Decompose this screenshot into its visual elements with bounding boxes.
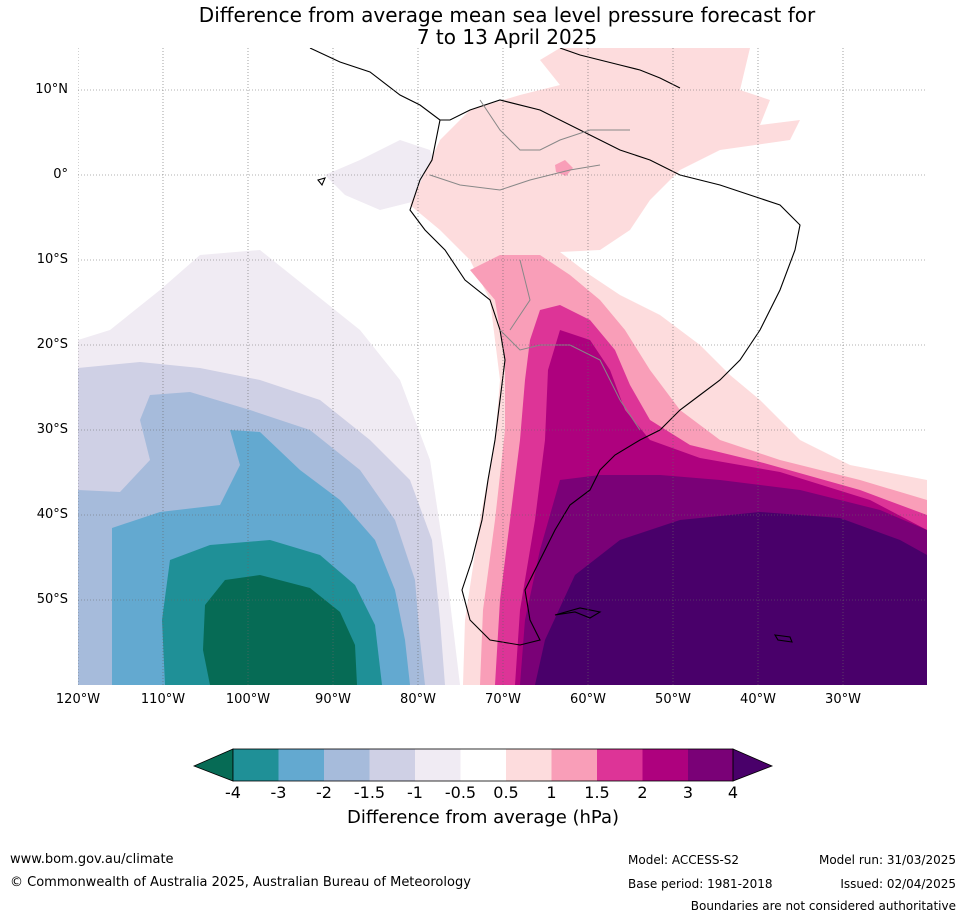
title-line-1: Difference from average mean sea level p… xyxy=(198,3,816,27)
colorbar-bin-9 xyxy=(597,749,643,781)
map-area xyxy=(78,48,927,685)
footer-model-run: Model run: 31/03/2025 xyxy=(818,853,956,867)
coastlines xyxy=(309,48,801,646)
lon-label-40W: 40°W xyxy=(740,692,776,707)
colorbar-bin-2 xyxy=(278,749,324,781)
colorbar-tick-label: -1.5 xyxy=(353,783,386,802)
colorbar-title: Difference from average (hPa) xyxy=(346,807,620,828)
lon-label-80W: 80°W xyxy=(400,692,436,707)
lon-label-90W: 90°W xyxy=(315,692,351,707)
footer-base-period: Base period: 1981-2018 xyxy=(628,877,773,891)
lat-label-10N: 10°N xyxy=(35,82,68,97)
lon-label-30W: 30°W xyxy=(825,692,861,707)
colorbar xyxy=(192,748,774,782)
colorbar-tick-label: -0.5 xyxy=(444,783,477,802)
colorbar-bin-7 xyxy=(506,749,552,781)
colorbar-extend-high xyxy=(732,748,774,782)
colorbar-bin-4 xyxy=(369,749,415,781)
lat-label-10S: 10°S xyxy=(36,252,68,267)
colorbar-tick-label: -3 xyxy=(270,783,287,802)
footer-disclaimer: Boundaries are not considered authoritat… xyxy=(690,899,956,913)
colorbar-tick-label: 1 xyxy=(546,783,557,802)
colorbar-tick-label: 3 xyxy=(682,783,694,802)
colorbar-tick-label: 2 xyxy=(637,783,648,802)
colorbar-tick-label: 0.5 xyxy=(493,783,519,802)
lon-label-60W: 60°W xyxy=(570,692,606,707)
colorbar-bin-1 xyxy=(233,749,279,781)
colorbar-tick-label: -1 xyxy=(407,783,423,802)
lat-label-50S: 50°S xyxy=(36,592,68,607)
lon-label-110W: 110°W xyxy=(140,692,186,707)
contour-neg-4 xyxy=(203,575,357,685)
lat-label-30S: 30°S xyxy=(36,422,68,437)
footer-issued: Issued: 02/04/2025 xyxy=(840,877,956,891)
lon-label-120W: 120°W xyxy=(55,692,101,707)
contour-pos-0.5-spot xyxy=(555,160,573,176)
contour-neg-0.5-north xyxy=(325,140,440,210)
colorbar-extend-low xyxy=(192,748,234,782)
graticule xyxy=(78,48,927,685)
colorbar-bin-10 xyxy=(642,749,688,781)
colorbar-bin-3 xyxy=(324,749,370,781)
colorbar-bin-5 xyxy=(415,749,461,781)
colorbar-tick-label: 4 xyxy=(727,783,739,802)
map-title: Difference from average mean sea level p… xyxy=(0,4,965,48)
lat-label-40S: 40°S xyxy=(36,507,68,522)
footer-model: Model: ACCESS-S2 xyxy=(628,853,740,867)
lon-label-100W: 100°W xyxy=(225,692,271,707)
lat-label-20S: 20°S xyxy=(36,337,68,352)
lat-label-0: 0° xyxy=(53,167,68,182)
title-line-2: 7 to 13 April 2025 xyxy=(416,25,598,49)
colorbar-tick-label: -2 xyxy=(316,783,332,802)
contour-pos-4 xyxy=(535,512,927,685)
colorbar-bin-6 xyxy=(460,749,506,781)
colorbar-tick-label: -4 xyxy=(225,783,241,802)
colorbar-bin-8 xyxy=(551,749,597,781)
lon-label-70W: 70°W xyxy=(485,692,521,707)
colorbar-bin-11 xyxy=(688,749,733,781)
footer-website: www.bom.gov.au/climate xyxy=(10,852,174,867)
colorbar-tick-label: 1.5 xyxy=(584,783,610,802)
footer-copyright: © Commonwealth of Australia 2025, Austra… xyxy=(10,875,471,890)
lon-label-50W: 50°W xyxy=(655,692,691,707)
